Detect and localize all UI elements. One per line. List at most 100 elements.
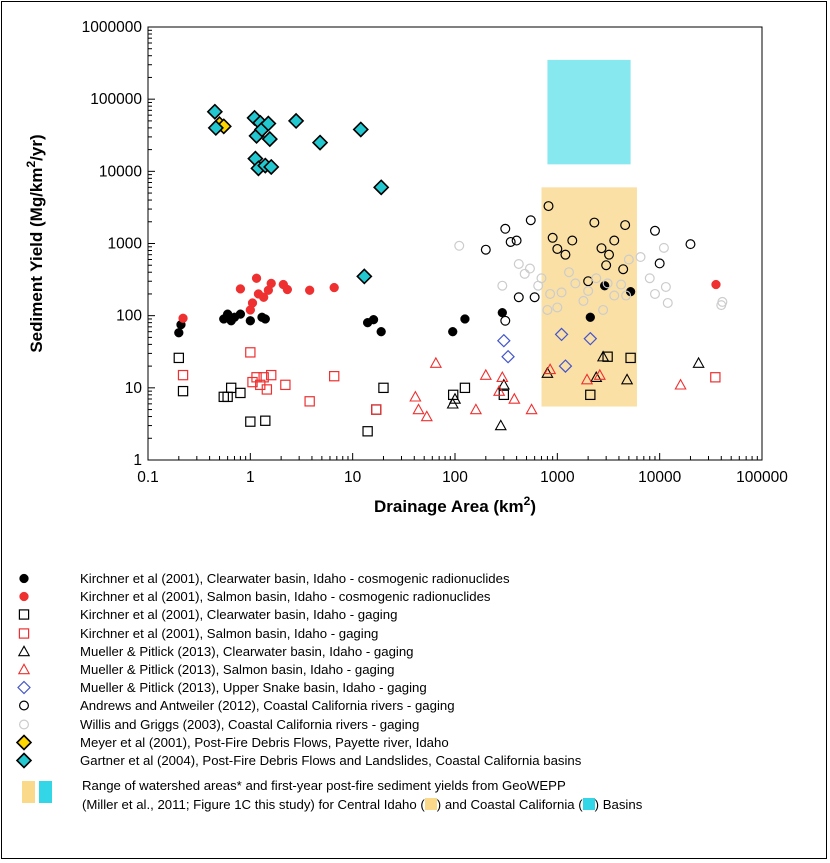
data-point	[609, 290, 620, 301]
legend-marker-svg	[17, 680, 31, 695]
data-point	[251, 372, 262, 383]
data-point	[206, 103, 223, 120]
data-point	[525, 403, 538, 415]
data-point	[508, 392, 521, 404]
data-point	[448, 392, 462, 404]
data-point	[304, 396, 315, 407]
legend-label: Meyer et al (2001), Post-Fire Debris Flo…	[80, 734, 449, 750]
data-point	[556, 287, 567, 298]
data-point	[356, 268, 373, 285]
data-point	[600, 281, 610, 291]
data-point	[547, 232, 558, 243]
data-point	[583, 285, 594, 296]
data-point	[362, 426, 373, 437]
data-point	[649, 288, 660, 299]
x-tick-label: 1000	[540, 469, 575, 486]
data-point	[329, 370, 340, 382]
legend-marker-svg	[19, 573, 29, 584]
x-tick-label: 10000	[638, 469, 681, 486]
data-point	[598, 304, 609, 315]
data-point	[585, 389, 596, 401]
data-point	[235, 309, 246, 319]
data-point	[500, 223, 511, 234]
data-point	[266, 278, 276, 289]
data-point	[662, 297, 673, 308]
legend-label: Willis and Griggs (2003), Coastal Califo…	[80, 716, 420, 732]
data-point	[287, 112, 305, 130]
data-point	[543, 201, 554, 212]
data-point	[454, 240, 465, 251]
data-point	[583, 331, 598, 346]
legend-marker-shape	[18, 609, 30, 621]
legend-marker-shape	[15, 734, 33, 751]
data-point	[570, 278, 581, 289]
data-point	[620, 220, 631, 231]
data-point	[567, 235, 578, 246]
data-point	[585, 312, 595, 322]
legend-item: Willis and Griggs (2003), Coastal Califo…	[14, 716, 419, 733]
legend-marker	[14, 679, 34, 696]
data-point	[497, 280, 508, 291]
legend-marker-shape	[15, 752, 33, 769]
legend-label: Andrews and Antweiler (2012), Coastal Ca…	[80, 698, 455, 714]
data-point	[542, 304, 553, 315]
data-point	[545, 288, 556, 299]
data-point	[263, 158, 280, 176]
data-point	[259, 292, 269, 302]
legend-item: Mueller & Pitlick (2013), Clearwater bas…	[14, 643, 414, 660]
data-point	[207, 119, 224, 137]
legend-label: Kirchner et al (2001), Clearwater basin,…	[80, 607, 398, 623]
legend-marker-shape	[19, 592, 29, 602]
data-point	[373, 179, 390, 196]
legend-item: Mueller & Pitlick (2013), Salmon basin, …	[14, 661, 394, 678]
legend-marker	[14, 643, 34, 660]
range-region	[547, 59, 631, 165]
data-point	[260, 415, 271, 426]
data-point	[494, 419, 507, 431]
data-point	[658, 242, 669, 253]
data-point	[479, 368, 492, 380]
data-point	[513, 292, 524, 303]
legend-marker-shape	[17, 680, 31, 695]
legend-marker	[14, 588, 34, 605]
data-points	[173, 103, 728, 437]
data-point	[563, 267, 574, 278]
data-point	[235, 284, 246, 294]
legend-marker-shape	[17, 663, 31, 675]
legend-marker	[14, 716, 34, 733]
data-point	[552, 243, 563, 254]
data-point	[245, 316, 255, 326]
series-7	[480, 201, 696, 326]
data-point	[225, 382, 237, 394]
range-note-line-2: (Miller et al., 2011; Figure 1C this stu…	[82, 797, 643, 812]
data-point	[371, 404, 382, 415]
series-8	[454, 240, 728, 315]
y-tick-label: 10	[125, 380, 143, 397]
legend-marker-svg	[18, 719, 30, 730]
legend-marker-shape	[19, 573, 29, 584]
data-point	[717, 296, 728, 307]
x-tick-label: 1	[246, 469, 255, 486]
legend-label: Mueller & Pitlick (2013), Salmon basin, …	[80, 662, 395, 677]
data-point	[429, 356, 442, 368]
legend-marker	[14, 606, 34, 623]
legend-item: Kirchner et al (2001), Clearwater basin,…	[14, 606, 397, 623]
legend-marker-svg	[19, 592, 29, 602]
data-point	[593, 368, 606, 380]
data-point	[378, 382, 389, 394]
data-point	[469, 403, 483, 415]
data-point	[621, 290, 632, 301]
series-10	[206, 103, 390, 285]
series-1	[178, 273, 721, 323]
data-point	[247, 298, 258, 308]
data-point	[177, 369, 189, 381]
data-point	[497, 378, 510, 390]
data-point	[524, 263, 535, 274]
data-point	[649, 225, 660, 236]
california-range-swatch	[39, 781, 52, 803]
data-point	[590, 370, 603, 382]
data-point	[177, 385, 189, 397]
legend-item: Gartner et al (2004), Post-Fire Debris F…	[14, 752, 581, 769]
data-point	[525, 215, 536, 226]
